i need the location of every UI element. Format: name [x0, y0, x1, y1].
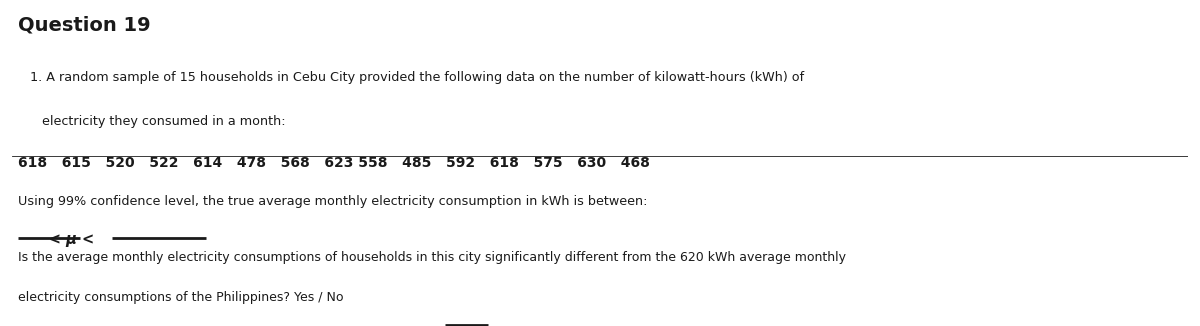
Text: < μ <: < μ < — [18, 231, 94, 246]
Text: 618   615   520   522   614   478   568   623 558   485   592   618   575   630 : 618 615 520 522 614 478 568 623 558 485 … — [18, 156, 649, 170]
Text: 1. A random sample of 15 households in Cebu City provided the following data on : 1. A random sample of 15 households in C… — [18, 71, 804, 84]
Text: Question 19: Question 19 — [18, 16, 150, 35]
Text: electricity they consumed in a month:: electricity they consumed in a month: — [18, 115, 286, 128]
Text: Using 99% confidence level, the true average monthly electricity consumption in : Using 99% confidence level, the true ave… — [18, 195, 647, 208]
Text: Is the average monthly electricity consumptions of households in this city signi: Is the average monthly electricity consu… — [18, 251, 846, 264]
Text: electricity consumptions of the Philippines? Yes / No: electricity consumptions of the Philippi… — [18, 291, 343, 304]
